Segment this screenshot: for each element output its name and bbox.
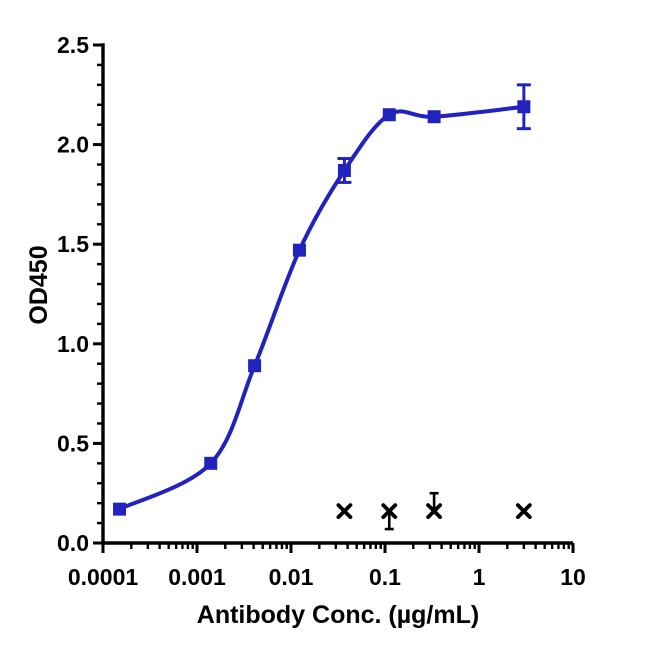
data-point-x	[426, 503, 443, 520]
x-tick-label: 0.0001	[68, 564, 139, 590]
x-tick-label: 0.001	[168, 564, 226, 590]
data-point-square	[517, 100, 531, 114]
x-tick-label: 0.1	[369, 564, 401, 590]
data-point-x	[381, 503, 398, 520]
y-tick-label: 1.5	[57, 231, 89, 257]
y-tick-label: 1.0	[57, 331, 89, 357]
series-antibody-binding	[113, 83, 531, 516]
data-point-square	[204, 456, 218, 470]
data-point-square	[427, 110, 441, 124]
data-point-square	[382, 108, 396, 122]
x-axis-title: Antibody Conc. (µg/mL)	[196, 601, 480, 629]
x-tick-label: 0.01	[269, 564, 314, 590]
y-tick-label: 0.5	[57, 430, 89, 456]
data-point-square	[248, 359, 262, 373]
y-tick-label: 2.0	[57, 132, 89, 158]
x-stroke	[426, 503, 443, 520]
data-point-square	[113, 502, 127, 516]
series-control	[336, 491, 532, 531]
y-tick-label: 2.5	[57, 32, 89, 58]
y-axis-title: OD450	[25, 245, 53, 325]
x-stroke	[336, 503, 353, 520]
data-point-x	[515, 503, 532, 520]
data-point-x	[336, 503, 353, 520]
x-tick-label: 1	[473, 564, 486, 590]
data-point-square	[337, 163, 351, 177]
data-point-square	[292, 243, 306, 257]
x-tick-label: 10	[560, 564, 586, 590]
x-stroke	[381, 503, 398, 520]
y-tick-label: 0.0	[57, 530, 89, 556]
fit-curve	[117, 104, 526, 512]
x-stroke	[515, 503, 532, 520]
